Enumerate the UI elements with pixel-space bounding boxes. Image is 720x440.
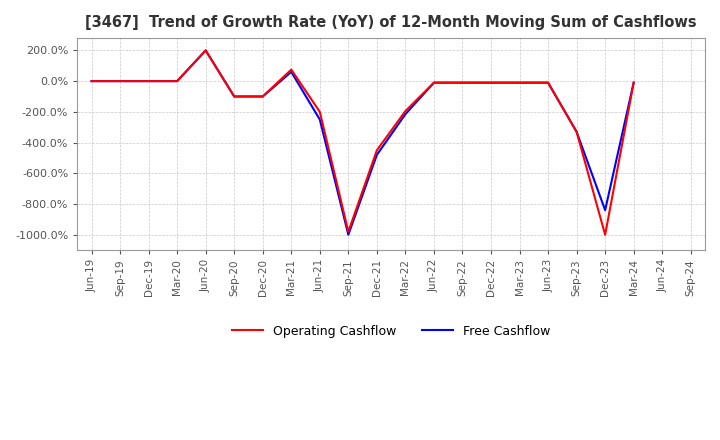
Free Cashflow xyxy=(258,94,267,99)
Free Cashflow xyxy=(430,80,438,85)
Operating Cashflow xyxy=(87,78,96,84)
Free Cashflow xyxy=(600,208,609,213)
Operating Cashflow xyxy=(344,229,353,235)
Free Cashflow xyxy=(372,152,381,158)
Title: [3467]  Trend of Growth Rate (YoY) of 12-Month Moving Sum of Cashflows: [3467] Trend of Growth Rate (YoY) of 12-… xyxy=(86,15,697,30)
Free Cashflow xyxy=(173,78,181,84)
Legend: Operating Cashflow, Free Cashflow: Operating Cashflow, Free Cashflow xyxy=(227,320,555,343)
Operating Cashflow xyxy=(116,78,125,84)
Free Cashflow xyxy=(487,80,495,85)
Operating Cashflow xyxy=(258,94,267,99)
Operating Cashflow xyxy=(572,129,581,135)
Operating Cashflow xyxy=(401,108,410,114)
Free Cashflow xyxy=(572,129,581,135)
Free Cashflow xyxy=(344,232,353,238)
Free Cashflow xyxy=(116,78,125,84)
Operating Cashflow xyxy=(173,78,181,84)
Free Cashflow xyxy=(629,80,638,85)
Free Cashflow xyxy=(202,48,210,53)
Operating Cashflow xyxy=(315,109,324,114)
Operating Cashflow xyxy=(372,147,381,153)
Free Cashflow xyxy=(516,80,524,85)
Operating Cashflow xyxy=(230,94,238,99)
Operating Cashflow xyxy=(544,80,552,85)
Free Cashflow xyxy=(230,94,238,99)
Operating Cashflow xyxy=(202,48,210,53)
Operating Cashflow xyxy=(287,67,296,72)
Free Cashflow xyxy=(87,78,96,84)
Line: Free Cashflow: Free Cashflow xyxy=(91,51,634,235)
Operating Cashflow xyxy=(458,80,467,85)
Free Cashflow xyxy=(458,80,467,85)
Free Cashflow xyxy=(287,69,296,74)
Free Cashflow xyxy=(544,80,552,85)
Free Cashflow xyxy=(144,78,153,84)
Line: Operating Cashflow: Operating Cashflow xyxy=(91,51,634,235)
Operating Cashflow xyxy=(600,232,609,238)
Free Cashflow xyxy=(315,117,324,122)
Operating Cashflow xyxy=(487,80,495,85)
Operating Cashflow xyxy=(430,80,438,85)
Operating Cashflow xyxy=(629,80,638,85)
Free Cashflow xyxy=(401,111,410,117)
Operating Cashflow xyxy=(144,78,153,84)
Operating Cashflow xyxy=(516,80,524,85)
